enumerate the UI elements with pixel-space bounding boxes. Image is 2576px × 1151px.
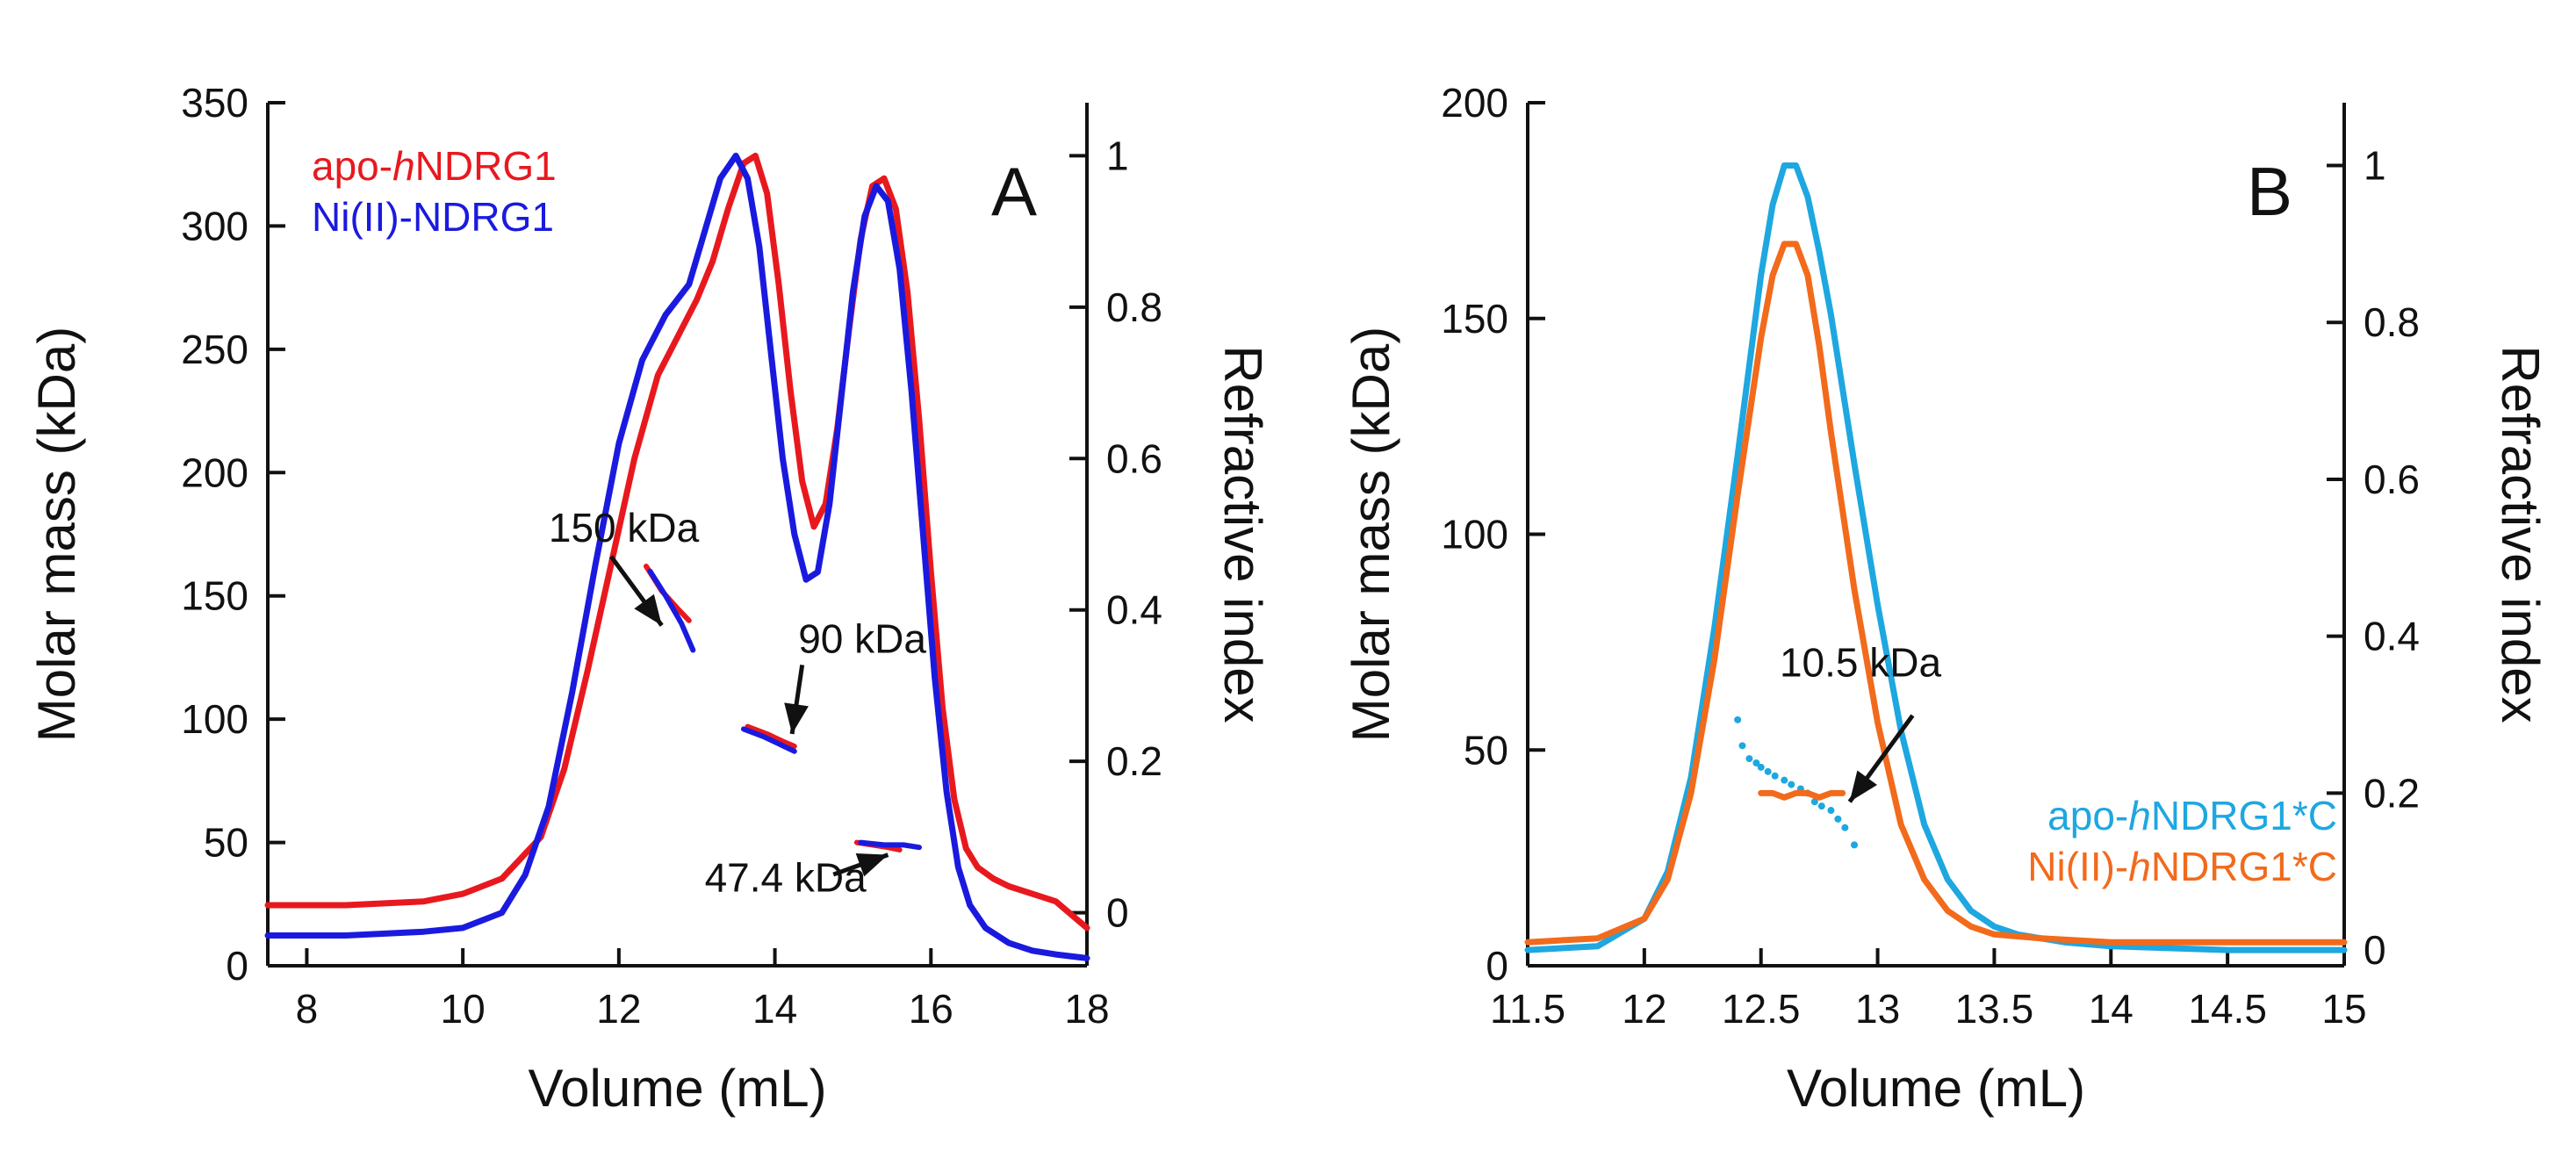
series-apo-hndrg1-c-molar-mass-point (1841, 824, 1849, 831)
y2-tick-label: 0.2 (2364, 770, 2420, 816)
panel-b-chart: 11.5 12 12.5 13 13.5 14 14.5 1505010015020000.2… (1342, 80, 2550, 1118)
series-apo-hndrg1-c-molar-mass-point (1817, 802, 1825, 810)
x-tick-label: 12 (596, 986, 641, 1032)
series-apo-hndrg1 (264, 152, 1090, 932)
y-tick-label: 0 (226, 943, 248, 989)
y-tick-label: 200 (1441, 80, 1508, 126)
y2-tick-label: 0.8 (2364, 299, 2420, 345)
series-apo-hndrg1-c-molar-mass-point (1771, 772, 1779, 780)
x-tick-label: 12 (1622, 986, 1666, 1032)
series-apo-hndrg1-c-molar-mass-point (1788, 781, 1795, 788)
y2-tick-label: 0.4 (1106, 587, 1162, 633)
x-tick-label: 10 (441, 986, 486, 1032)
panel-a-chart: 8 10 12 14 16 18 0 50 100 150 200 250 300 350 0 0.2 0.4 0… (27, 80, 1272, 1118)
x-tick-label: 18 (1064, 986, 1109, 1032)
series-apo-hndrg1-c-molar-mass-point (1764, 767, 1772, 775)
series-ni-ii-ndrg1 (264, 152, 1090, 961)
y2-axis-title: Refractive index (2491, 345, 2550, 723)
y-axis-title: Molar mass (kDa) (1342, 327, 1400, 742)
series-apo-hndrg1-c-molar-mass-point (1734, 716, 1742, 723)
annotation-label: 90 kDa (798, 615, 926, 661)
series-ni-ii-ndrg1-molar-mass-segment (858, 839, 922, 851)
panel-letter: A (991, 153, 1037, 230)
legend-prefix: apo- (2047, 793, 2128, 838)
y2-tick-label: 0 (2364, 927, 2386, 973)
y2-tick-label: 0.4 (2364, 614, 2420, 659)
legend-prefix: Ni(II)-NDRG1 (312, 194, 554, 240)
y2-tick-label: 0.2 (1106, 738, 1162, 784)
series-ni-ii-ndrg1-molar-mass-segment (647, 568, 696, 653)
annotation-arrowhead (634, 593, 662, 626)
y-tick-label: 350 (181, 80, 248, 126)
x-tick-label: 13 (1855, 986, 1900, 1032)
y2-tick-label: 0.8 (1106, 284, 1162, 330)
y2-tick-label: 0 (1106, 890, 1129, 936)
y2-tick-label: 1 (2364, 142, 2386, 188)
series-apo-hndrg1-c-molar-mass-point (1738, 742, 1746, 750)
y-tick-label: 50 (1464, 727, 1508, 773)
annotation-label: 150 kDa (549, 505, 700, 550)
series-ni-ii-ndrg1-molar-mass-segment (741, 726, 797, 754)
x-tick-label: 8 (296, 986, 319, 1032)
legend-suffix: NDRG1*C (2151, 844, 2337, 889)
y2-tick-label: 1 (1106, 133, 1129, 178)
panel-letter: B (2247, 153, 2292, 230)
y2-axis-title: Refractive index (1213, 345, 1272, 723)
legend-italic: h (392, 143, 415, 189)
legend-prefix: Ni(II)- (2027, 844, 2128, 889)
annotation-label: 47.4 kDa (705, 855, 867, 901)
legend-italic: h (2128, 793, 2151, 838)
legend-italic: h (2128, 844, 2151, 889)
y2-tick-label: 0.6 (1106, 435, 1162, 481)
y-axis-title: Molar mass (kDa) (27, 327, 86, 742)
series-apo-hndrg1-c-molar-mass-point (1752, 759, 1760, 766)
series-apo-hndrg1-molar-mass-segment (745, 723, 797, 749)
legend-entry: apo-hNDRG1*C (2047, 793, 2337, 838)
y-tick-label: 100 (1441, 512, 1508, 558)
series-apo-hndrg1-c-molar-mass-point (1757, 763, 1765, 771)
y-tick-label: 300 (181, 203, 248, 248)
annotation-label: 10.5 kDa (1780, 640, 1942, 686)
y-tick-label: 250 (181, 327, 248, 372)
series-ni-ii-hndrg1-c-molar-mass (1758, 789, 1846, 801)
y-tick-label: 100 (181, 696, 248, 742)
legend-entry: apo-hNDRG1 (312, 143, 557, 189)
legend-prefix: apo- (312, 143, 392, 189)
series-apo-hndrg1-c-molar-mass-point (1827, 807, 1835, 815)
series-apo-hndrg1-c-molar-mass-point (1834, 815, 1842, 823)
legend-suffix: NDRG1 (415, 143, 557, 189)
x-tick-label: 14 (2089, 986, 2133, 1032)
x-axis-title: Volume (mL) (528, 1059, 826, 1118)
x-tick-label: 13.5 (1955, 986, 2034, 1032)
annotation-arrowhead (784, 702, 809, 734)
x-tick-label: 15 (2321, 986, 2366, 1032)
legend-entry: Ni(II)-NDRG1 (312, 194, 554, 240)
legend-suffix: NDRG1*C (2151, 793, 2337, 838)
series-apo-hndrg1-c-molar-mass-point (1745, 755, 1753, 763)
y-tick-label: 150 (181, 573, 248, 619)
x-tick-label: 14.5 (2188, 986, 2267, 1032)
x-tick-label: 16 (909, 986, 953, 1032)
series-apo-hndrg1-c-molar-mass-point (1781, 776, 1788, 784)
series-ni-ii-hndrg1-c (1524, 241, 2348, 946)
y-tick-label: 0 (1486, 943, 1508, 989)
legend-entry: Ni(II)-hNDRG1*C (2027, 844, 2337, 889)
y2-tick-label: 0.6 (2364, 457, 2420, 502)
x-tick-label: 11.5 (1490, 986, 1565, 1032)
x-axis-title: Volume (mL) (1787, 1059, 2085, 1118)
series-apo-hndrg1-c-molar-mass-point (1810, 798, 1818, 806)
series-apo-hndrg1-c-molar-mass-point (1851, 841, 1858, 849)
x-tick-label: 14 (752, 986, 797, 1032)
annotation-arrowhead (855, 852, 889, 877)
annotation-arrowhead (1849, 770, 1878, 802)
y-tick-label: 150 (1441, 296, 1508, 342)
y-tick-label: 200 (181, 450, 248, 495)
y-tick-label: 50 (204, 820, 248, 866)
x-tick-label: 12.5 (1722, 986, 1801, 1032)
